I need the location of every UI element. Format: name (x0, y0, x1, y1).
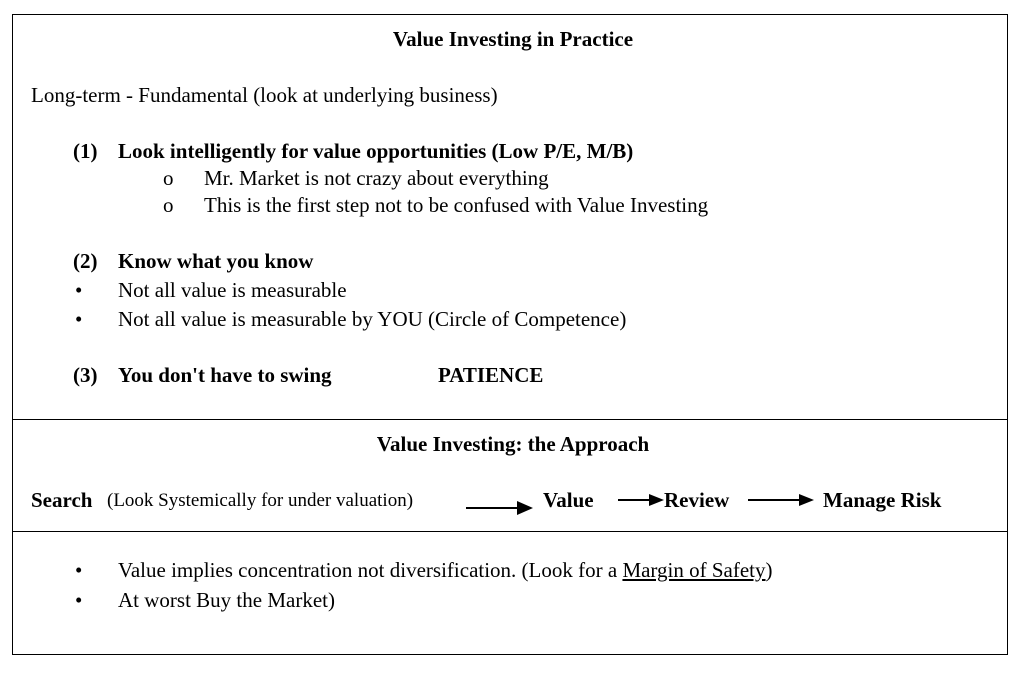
point2-bullet-marker-2: • (75, 307, 83, 331)
point1-number: (1) (73, 139, 98, 163)
section1-title: Value Investing in Practice (392, 27, 634, 51)
section-divider-1 (12, 419, 1008, 420)
section-divider-2 (12, 531, 1008, 532)
point1-bullet-1: Mr. Market is not crazy about everything (204, 166, 549, 190)
arrow-icon (466, 501, 533, 515)
flow-manage-risk: Manage Risk (823, 488, 942, 512)
point2-bullet-marker-1: • (75, 278, 83, 302)
point2-bullet-1: Not all value is measurable (118, 278, 347, 302)
bullet1-text: Value implies concentration not diversif… (118, 558, 623, 582)
arrow-icon (618, 494, 664, 506)
point3-number: (3) (73, 363, 98, 387)
section3-bullet-marker-1: • (75, 558, 83, 582)
section1-intro: Long-term - Fundamental (look at underly… (31, 83, 498, 107)
point3-heading: You don't have to swing (118, 363, 332, 387)
section3-bullet-1: Value implies concentration not diversif… (118, 558, 773, 582)
point1-bullet-2: This is the first step not to be confuse… (204, 193, 709, 217)
point2-heading: Know what you know (118, 249, 314, 273)
flow-search-note: (Look Systemically for under valuation) (107, 490, 414, 511)
point1-bullet-marker-1: o (163, 166, 174, 190)
section3-bullet-marker-2: • (75, 588, 83, 612)
flow-review: Review (664, 488, 730, 512)
bullet1-end: ) (765, 558, 773, 582)
point2-bullet-2: Not all value is measurable by YOU (Circ… (118, 307, 627, 331)
flow-search: Search (31, 488, 93, 512)
point2-number: (2) (73, 249, 98, 273)
point1-bullet-marker-2: o (163, 193, 174, 217)
patience-emphasis: PATIENCE (438, 363, 544, 387)
point1-heading: Look intelligently for value opportuniti… (118, 139, 634, 163)
section2-title: Value Investing: the Approach (376, 432, 650, 456)
section3-bullet-2: At worst Buy the Market) (118, 588, 335, 612)
flow-value: Value (543, 488, 594, 512)
margin-of-safety-link: Margin of Safety (622, 558, 766, 582)
document-frame (12, 14, 1008, 655)
arrow-icon (748, 494, 814, 506)
